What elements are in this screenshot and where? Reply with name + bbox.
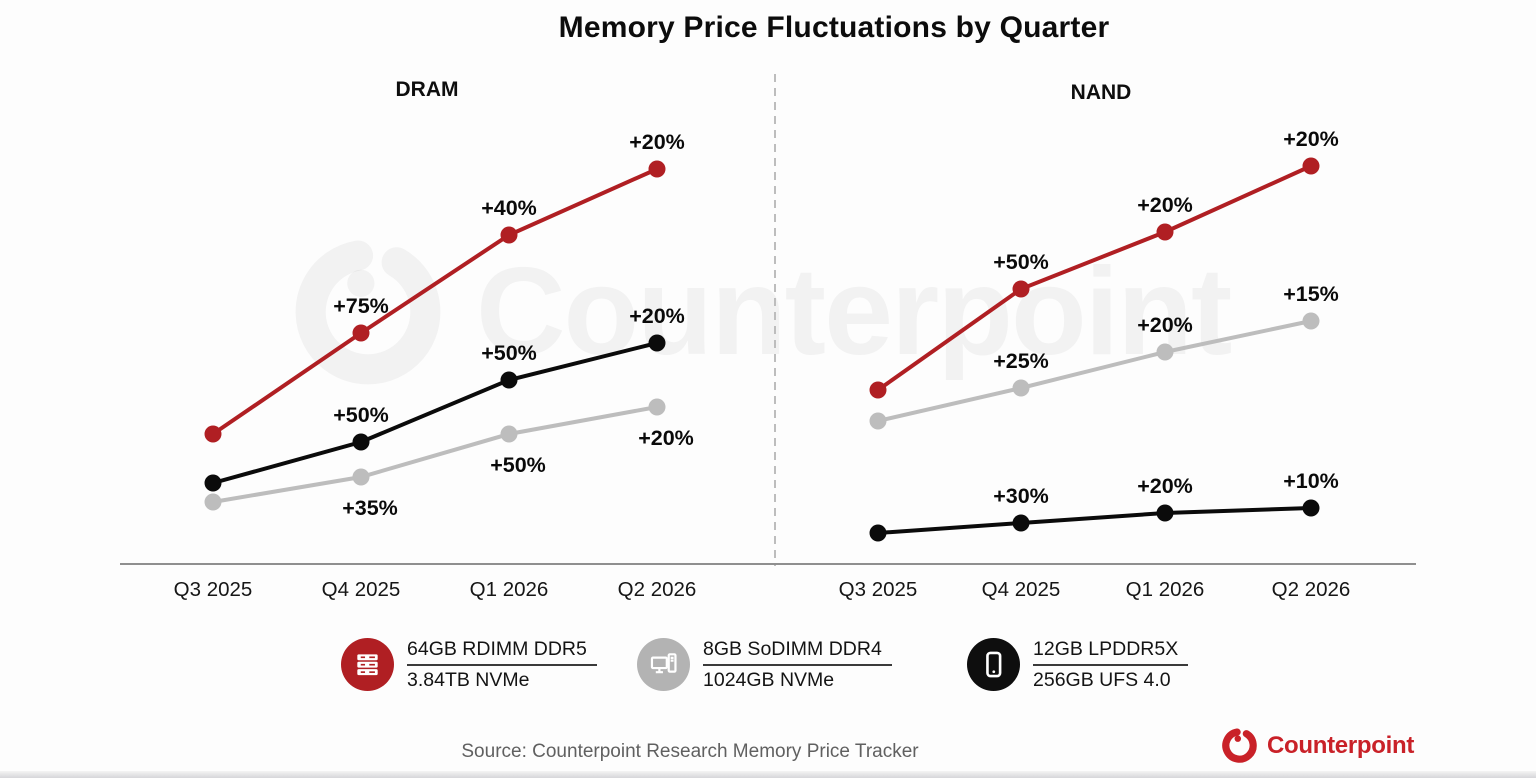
nand-ufs-256gb-point	[1156, 504, 1174, 522]
nand-x-tick-label: Q1 2026	[1125, 578, 1205, 601]
nand-ufs-256gb-point	[1302, 499, 1320, 517]
dram-rdimm-ddr5-point-label: +40%	[481, 196, 537, 220]
legend-line2: 256GB UFS 4.0	[1033, 669, 1171, 691]
dram-x-tick-label: Q1 2026	[469, 578, 549, 601]
dram-x-tick-label: Q4 2025	[321, 578, 401, 601]
dram-lpddr5x-point	[500, 371, 518, 389]
legend-line2: 3.84TB NVMe	[407, 669, 530, 691]
nand-x-tick-label: Q3 2025	[838, 578, 918, 601]
nand-nvme-1024gb-point-label: +20%	[1137, 313, 1193, 337]
legend-item-rdimm: 64GB RDIMM DDR5 3.84TB NVMe	[341, 637, 597, 692]
counterpoint-logo-text: Counterpoint	[1267, 731, 1415, 759]
nand-nvme-1024gb-line	[876, 319, 1313, 423]
nand-nvme-3-84tb-point	[1156, 223, 1174, 241]
dram-sodimm-ddr4-point-label: +50%	[490, 453, 546, 477]
legend-item-sodimm: 8GB SoDIMM DDR4 1024GB NVMe	[637, 637, 892, 692]
legend-line1: 64GB RDIMM DDR5	[407, 638, 597, 666]
nand-nvme-3-84tb-point	[1012, 280, 1030, 298]
dram-lpddr5x-point	[204, 474, 222, 492]
legend-line1: 12GB LPDDR5X	[1033, 638, 1189, 666]
dram-x-tick-label: Q2 2026	[617, 578, 697, 601]
dram-lpddr5x-point-label: +50%	[481, 341, 537, 365]
nand-ufs-256gb-line	[876, 506, 1313, 535]
legend-line1: 8GB SoDIMM DDR4	[703, 638, 892, 666]
panel-title-nand: NAND	[1070, 81, 1132, 104]
dram-rdimm-ddr5-point-label: +20%	[629, 130, 685, 154]
dram-rdimm-ddr5-line	[211, 167, 659, 436]
panel-divider-dashed-line	[774, 74, 776, 566]
dram-rdimm-ddr5-point	[204, 425, 222, 443]
dram-rdimm-ddr5-point	[500, 226, 518, 244]
nand-nvme-1024gb-point-label: +25%	[993, 349, 1049, 373]
dram-sodimm-ddr4-point	[500, 425, 518, 443]
nand-nvme-3-84tb-point	[1302, 157, 1320, 175]
nand-x-tick-label: Q2 2026	[1271, 578, 1351, 601]
dram-x-tick-label: Q3 2025	[173, 578, 253, 601]
counterpoint-logo-icon	[1222, 728, 1257, 763]
nand-nvme-3-84tb-point	[869, 381, 887, 399]
dram-sodimm-ddr4-point	[204, 493, 222, 511]
nand-ufs-256gb-point	[1012, 514, 1030, 532]
dram-sodimm-ddr4-point-label: +35%	[342, 496, 398, 520]
nand-ufs-256gb-point-label: +20%	[1137, 474, 1193, 498]
source-text: Source: Counterpoint Research Memory Pri…	[461, 741, 919, 762]
nand-nvme-3-84tb-point-label: +20%	[1283, 127, 1339, 151]
dram-lpddr5x-point	[648, 334, 666, 352]
dram-lpddr5x-point	[352, 433, 370, 451]
dram-sodimm-ddr4-point	[648, 398, 666, 416]
nand-ufs-256gb-point	[869, 524, 887, 542]
dram-sodimm-ddr4-line	[211, 405, 659, 504]
dram-lpddr5x-point-label: +50%	[333, 403, 389, 427]
nand-ufs-256gb-point-label: +30%	[993, 484, 1049, 508]
nand-nvme-3-84tb-line	[876, 164, 1313, 392]
dram-lpddr5x-line	[211, 341, 659, 485]
dram-rdimm-ddr5-point	[648, 160, 666, 178]
legend-item-lpddr: 12GB LPDDR5X 256GB UFS 4.0	[967, 637, 1189, 692]
desktop-pc-icon	[637, 638, 690, 691]
nand-x-tick-label: Q4 2025	[981, 578, 1061, 601]
dram-sodimm-ddr4-point	[352, 468, 370, 486]
smartphone-icon	[967, 638, 1020, 691]
ram-module-icon	[341, 638, 394, 691]
dram-rdimm-ddr5-point-label: +75%	[333, 294, 389, 318]
nand-nvme-1024gb-point-label: +15%	[1283, 282, 1339, 306]
nand-nvme-1024gb-point	[1012, 379, 1030, 397]
nand-nvme-1024gb-point	[869, 412, 887, 430]
page-title: Memory Price Fluctuations by Quarter	[558, 11, 1110, 44]
legend-line2: 1024GB NVMe	[703, 669, 835, 691]
dram-lpddr5x-point-label: +20%	[629, 304, 685, 328]
nand-nvme-3-84tb-point-label: +50%	[993, 250, 1049, 274]
nand-ufs-256gb-point-label: +10%	[1283, 469, 1339, 493]
nand-nvme-1024gb-point	[1302, 312, 1320, 330]
counterpoint-logo: Counterpoint	[1219, 725, 1414, 766]
panel-title-dram: DRAM	[395, 78, 459, 101]
dram-sodimm-ddr4-point-label: +20%	[638, 426, 694, 450]
nand-nvme-3-84tb-point-label: +20%	[1137, 193, 1193, 217]
x-axis-line	[120, 563, 1416, 565]
nand-nvme-1024gb-point	[1156, 343, 1174, 361]
dram-rdimm-ddr5-point	[352, 324, 370, 342]
bottom-edge-strip	[0, 771, 1536, 778]
